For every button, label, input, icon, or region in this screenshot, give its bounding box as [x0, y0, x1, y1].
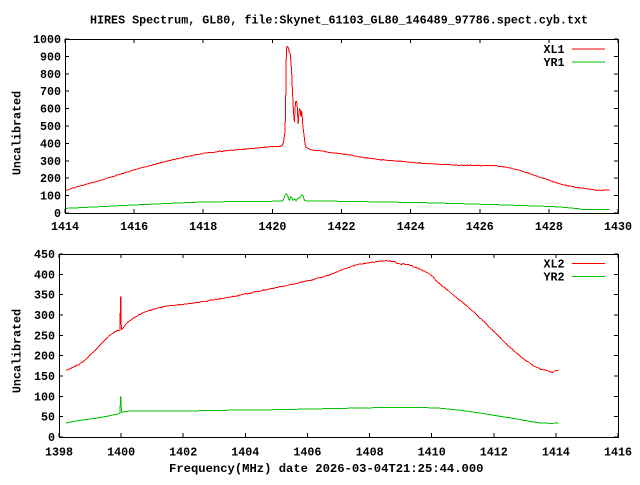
- svg-text:1408: 1408: [356, 446, 384, 460]
- svg-text:200: 200: [40, 172, 61, 186]
- svg-text:100: 100: [40, 190, 61, 204]
- svg-text:300: 300: [40, 155, 61, 169]
- svg-text:1414: 1414: [542, 446, 570, 460]
- svg-text:YR2: YR2: [544, 270, 565, 284]
- svg-text:600: 600: [40, 103, 61, 117]
- svg-text:300: 300: [34, 309, 55, 323]
- svg-text:Frequency(MHz) date 2026-03-04: Frequency(MHz) date 2026-03-04T21:25:44.…: [169, 462, 484, 476]
- svg-text:1416: 1416: [120, 220, 148, 234]
- svg-text:150: 150: [34, 370, 55, 384]
- svg-text:900: 900: [40, 50, 61, 64]
- svg-text:1404: 1404: [231, 446, 259, 460]
- svg-text:1412: 1412: [480, 446, 508, 460]
- svg-text:1414: 1414: [51, 220, 79, 234]
- svg-text:Uncalibrated: Uncalibrated: [11, 309, 25, 393]
- svg-text:350: 350: [34, 289, 55, 303]
- svg-text:100: 100: [34, 390, 55, 404]
- svg-text:1398: 1398: [45, 446, 73, 460]
- svg-text:1418: 1418: [189, 220, 217, 234]
- svg-text:1000: 1000: [33, 33, 61, 47]
- svg-text:1416: 1416: [604, 446, 632, 460]
- svg-text:1428: 1428: [535, 220, 563, 234]
- svg-text:1406: 1406: [293, 446, 321, 460]
- svg-text:1424: 1424: [397, 220, 425, 234]
- svg-text:0: 0: [54, 207, 61, 221]
- svg-text:1402: 1402: [169, 446, 197, 460]
- svg-text:YR1: YR1: [544, 56, 565, 70]
- svg-text:1422: 1422: [327, 220, 355, 234]
- svg-text:1400: 1400: [107, 446, 135, 460]
- svg-text:700: 700: [40, 85, 61, 99]
- svg-text:1430: 1430: [604, 220, 632, 234]
- svg-text:200: 200: [34, 350, 55, 364]
- svg-text:800: 800: [40, 68, 61, 82]
- svg-text:HIRES Spectrum, GL80, file:Sky: HIRES Spectrum, GL80, file:Skynet_61103_…: [90, 14, 588, 28]
- svg-text:Uncalibrated: Uncalibrated: [11, 91, 25, 175]
- svg-text:1410: 1410: [418, 446, 446, 460]
- svg-text:400: 400: [34, 268, 55, 282]
- svg-text:450: 450: [34, 248, 55, 262]
- svg-text:1426: 1426: [466, 220, 494, 234]
- svg-text:1420: 1420: [258, 220, 286, 234]
- svg-text:0: 0: [48, 431, 55, 445]
- svg-text:500: 500: [40, 120, 61, 134]
- svg-text:XL2: XL2: [544, 257, 565, 271]
- svg-text:250: 250: [34, 329, 55, 343]
- svg-text:XL1: XL1: [544, 43, 565, 57]
- svg-text:50: 50: [41, 411, 55, 425]
- svg-text:400: 400: [40, 137, 61, 151]
